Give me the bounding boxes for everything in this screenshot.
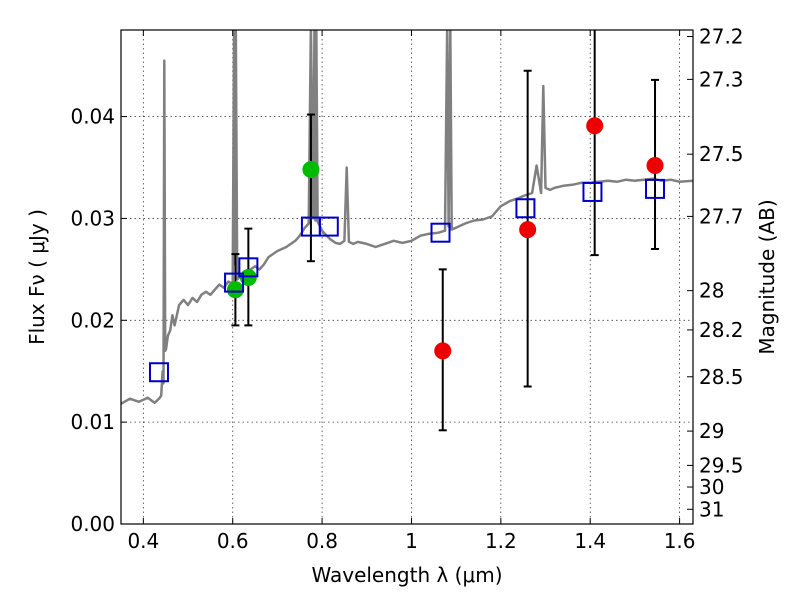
magnitude-tick-label: 27.5 (699, 142, 744, 166)
model-photometry-square (318, 216, 339, 237)
x-tick-label: 1.6 (664, 529, 696, 553)
model-photometry-square (238, 257, 259, 278)
model-photometry-square (582, 181, 603, 202)
y-tick-label: 0.00 (70, 512, 115, 536)
magnitude-tick-label: 31 (699, 497, 724, 521)
magnitude-tick-label: 28.2 (699, 318, 744, 342)
magnitude-tick-label: 27.2 (699, 24, 744, 48)
x-tick-label: 1 (405, 529, 418, 553)
y2-axis-title: Magnitude (AB) (755, 199, 779, 354)
x-tick-label: 0.4 (127, 529, 159, 553)
model-photometry-square (430, 222, 451, 243)
magnitude-tick-label: 28 (699, 279, 724, 303)
magnitude-tick-label: 27.3 (699, 67, 744, 91)
green-data-point (226, 281, 244, 299)
x-tick-labels: 0.4 0.6 0.8 1 1.2 1.4 1.6 (127, 529, 695, 553)
magnitude-tick-label: 30 (699, 475, 724, 499)
x-tick-label: 1.4 (574, 529, 606, 553)
y-tick-label: 0.01 (70, 410, 115, 434)
red-data-point (434, 342, 452, 360)
magnitude-tick-labels: 27.2 27.3 27.5 27.7 28 28.2 28.5 29 29.5… (699, 24, 744, 521)
x-tick-label: 1.2 (485, 529, 517, 553)
model-photometry-square (148, 362, 169, 383)
model-photometry-square (515, 198, 536, 219)
y-tick-labels: 0.00 0.01 0.02 0.03 0.04 (70, 105, 115, 536)
model-photometry-square (645, 178, 666, 199)
magnitude-tick-label: 27.7 (699, 204, 744, 228)
y-tick-label: 0.03 (70, 206, 115, 230)
green-data-point (302, 161, 320, 179)
y-tick-label: 0.02 (70, 308, 115, 332)
markers-group (148, 117, 666, 383)
x-tick-label: 0.8 (306, 529, 338, 553)
magnitude-tick-label: 29 (699, 419, 724, 443)
red-data-point (519, 221, 537, 239)
plot-frame (120, 29, 694, 525)
magnitude-tick-label: 29.5 (699, 453, 744, 477)
model-photometry-square (224, 272, 245, 293)
x-axis-title: Wavelength λ (μm) (311, 563, 502, 587)
red-data-point (586, 117, 604, 135)
red-data-point (646, 156, 664, 174)
y-axis-title: Flux Fν ( μJy ) (25, 209, 49, 345)
y-tick-label: 0.04 (70, 105, 115, 129)
ticks-group (121, 30, 693, 525)
green-data-point (239, 269, 257, 287)
magnitude-tick-label: 28.5 (699, 365, 744, 389)
x-tick-label: 0.6 (217, 529, 249, 553)
